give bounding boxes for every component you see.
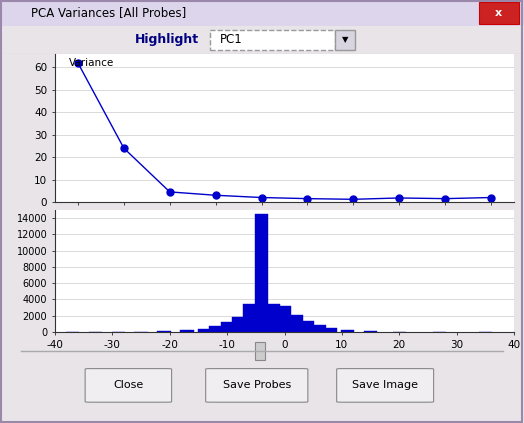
Bar [209,326,222,332]
Text: PC1: PC1 [220,33,243,46]
FancyBboxPatch shape [255,342,265,360]
Bar [324,328,337,332]
FancyBboxPatch shape [85,368,171,402]
Text: x: x [495,8,503,18]
Text: Variance: Variance [69,58,114,69]
Bar [278,306,291,332]
Bar [255,214,268,332]
Text: Save Image: Save Image [352,380,418,390]
Bar [341,330,354,332]
FancyBboxPatch shape [205,368,308,402]
FancyBboxPatch shape [335,30,355,50]
FancyBboxPatch shape [336,368,433,402]
FancyBboxPatch shape [479,2,519,24]
Text: Close: Close [113,380,144,390]
Bar [312,325,325,332]
Text: PCA Variances [All Probes]: PCA Variances [All Probes] [31,6,187,19]
Bar [301,321,314,332]
Bar [232,316,245,332]
Text: Highlight: Highlight [135,33,199,46]
Bar [221,322,234,332]
Bar [289,315,302,332]
Text: ▼: ▼ [342,36,348,44]
Bar [244,304,257,332]
Bar [180,330,193,332]
Bar [157,331,171,332]
Bar [364,331,377,332]
Bar [198,329,211,332]
Text: Save Probes: Save Probes [223,380,291,390]
Bar [266,304,280,332]
FancyBboxPatch shape [210,30,335,50]
